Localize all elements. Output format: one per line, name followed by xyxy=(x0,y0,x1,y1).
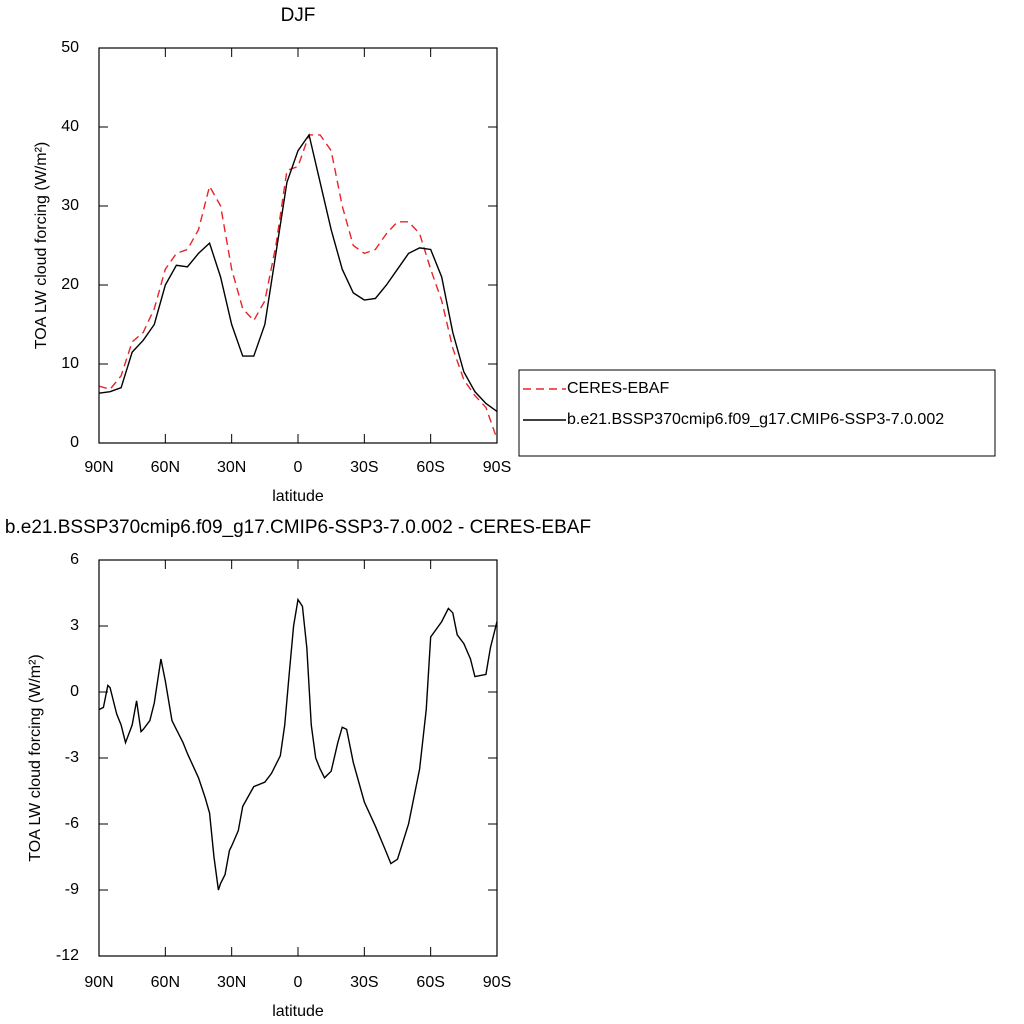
y-tick-label: 20 xyxy=(61,276,79,293)
y-tick-label: -3 xyxy=(65,749,79,766)
y-tick-label: 10 xyxy=(61,355,79,372)
x-tick-label: 60S xyxy=(416,974,444,991)
legend: CERES-EBAF b.e21.BSSP370cmip6.f09_g17.CMI… xyxy=(518,369,996,457)
data-line xyxy=(98,597,498,891)
plot-frame xyxy=(98,47,498,444)
chart-title: b.e21.BSSP370cmip6.f09_g17.CMIP6-SSP3-7.… xyxy=(5,517,591,538)
x-tick-label: 0 xyxy=(294,459,303,476)
y-tick-label: 40 xyxy=(61,118,79,135)
y-tick-label: -9 xyxy=(65,881,79,898)
y-tick-label: 50 xyxy=(61,39,79,56)
y-tick-label: -6 xyxy=(65,815,79,832)
x-tick-label: 90N xyxy=(84,974,113,991)
x-tick-label: 30S xyxy=(350,459,378,476)
x-tick-label: 60S xyxy=(416,459,444,476)
x-tick-label: 60N xyxy=(151,459,180,476)
y-tick-label: 3 xyxy=(70,617,79,634)
y-tick-label: 0 xyxy=(70,683,79,700)
legend-label: CERES-EBAF xyxy=(567,380,669,397)
y-axis-label: TOA LW cloud forcing (W/m²) xyxy=(27,654,44,861)
x-tick-label: 30N xyxy=(217,459,246,476)
data-line xyxy=(98,133,498,412)
x-tick-label: 30S xyxy=(350,974,378,991)
y-tick-label: 6 xyxy=(70,551,79,568)
x-axis-label: latitude xyxy=(272,1003,324,1020)
plot-frame xyxy=(98,559,498,957)
y-tick-label: -12 xyxy=(56,947,79,964)
x-tick-label: 90S xyxy=(483,459,511,476)
x-axis-label: latitude xyxy=(272,488,324,505)
x-tick-label: 60N xyxy=(151,974,180,991)
chart-title: DJF xyxy=(281,5,316,26)
x-tick-label: 30N xyxy=(217,974,246,991)
legend-label: b.e21.BSSP370cmip6.f09_g17.CMIP6-SSP3-7.… xyxy=(567,411,944,428)
y-tick-label: 30 xyxy=(61,197,79,214)
legend-box xyxy=(518,369,996,457)
data-line xyxy=(98,134,498,440)
y-tick-label: 0 xyxy=(70,434,79,451)
y-axis-label: TOA LW cloud forcing (W/m²) xyxy=(33,142,50,349)
x-tick-label: 0 xyxy=(294,974,303,991)
x-tick-label: 90N xyxy=(84,459,113,476)
x-tick-label: 90S xyxy=(483,974,511,991)
